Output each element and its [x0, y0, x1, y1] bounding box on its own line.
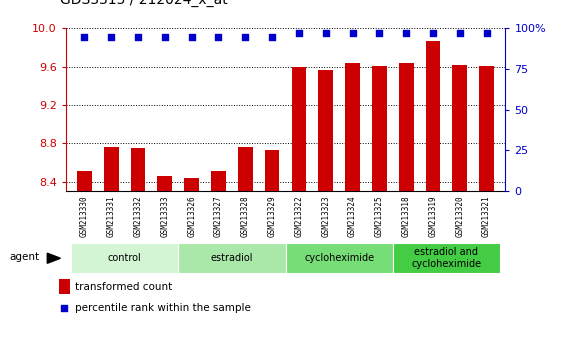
- Bar: [265, 150, 279, 191]
- Text: GSM213319: GSM213319: [428, 195, 437, 237]
- Point: [187, 35, 196, 40]
- Text: estradiol: estradiol: [211, 253, 253, 263]
- Text: control: control: [108, 253, 142, 263]
- Point: [80, 35, 89, 40]
- Bar: [425, 41, 440, 191]
- Point: [214, 35, 223, 40]
- Bar: [184, 178, 199, 191]
- Bar: [319, 69, 333, 191]
- Point: [321, 30, 330, 35]
- Bar: [77, 171, 92, 191]
- Text: agent: agent: [10, 252, 40, 262]
- Text: GSM213325: GSM213325: [375, 195, 384, 237]
- Bar: [292, 67, 306, 191]
- Point: [107, 35, 116, 40]
- Point: [428, 30, 437, 35]
- Text: cycloheximide: cycloheximide: [304, 253, 374, 263]
- Point: [59, 306, 69, 311]
- Text: GSM213320: GSM213320: [455, 195, 464, 237]
- Point: [348, 30, 357, 35]
- Text: GDS3315 / 212024_x_at: GDS3315 / 212024_x_at: [60, 0, 228, 7]
- Text: percentile rank within the sample: percentile rank within the sample: [75, 303, 251, 313]
- Text: transformed count: transformed count: [75, 282, 172, 292]
- Text: GSM213328: GSM213328: [241, 195, 250, 237]
- Text: estradiol and
cycloheximide: estradiol and cycloheximide: [411, 247, 481, 269]
- Point: [482, 30, 491, 35]
- Bar: [131, 148, 146, 191]
- Point: [241, 35, 250, 40]
- Point: [268, 35, 277, 40]
- Bar: [452, 65, 467, 191]
- Bar: [372, 66, 387, 191]
- Point: [134, 35, 143, 40]
- Point: [401, 30, 411, 35]
- Bar: [158, 176, 172, 191]
- Bar: [59, 279, 70, 294]
- Text: GSM213329: GSM213329: [268, 195, 276, 237]
- Bar: [104, 147, 119, 191]
- Bar: [238, 147, 252, 191]
- Point: [375, 30, 384, 35]
- Text: GSM213324: GSM213324: [348, 195, 357, 237]
- Bar: [71, 243, 178, 273]
- Text: GSM213322: GSM213322: [295, 195, 303, 237]
- Bar: [178, 243, 286, 273]
- Point: [160, 35, 170, 40]
- Text: GSM213333: GSM213333: [160, 195, 170, 237]
- Text: GSM213318: GSM213318: [401, 195, 411, 237]
- Point: [455, 30, 464, 35]
- Bar: [399, 63, 413, 191]
- Text: GSM213330: GSM213330: [80, 195, 89, 237]
- Text: GSM213321: GSM213321: [482, 195, 491, 237]
- Text: GSM213327: GSM213327: [214, 195, 223, 237]
- Polygon shape: [47, 253, 61, 263]
- Bar: [286, 243, 393, 273]
- Point: [294, 30, 303, 35]
- Text: GSM213332: GSM213332: [134, 195, 143, 237]
- Bar: [393, 243, 500, 273]
- Text: GSM213331: GSM213331: [107, 195, 116, 237]
- Bar: [479, 66, 494, 191]
- Bar: [211, 171, 226, 191]
- Text: GSM213326: GSM213326: [187, 195, 196, 237]
- Text: GSM213323: GSM213323: [321, 195, 330, 237]
- Bar: [345, 63, 360, 191]
